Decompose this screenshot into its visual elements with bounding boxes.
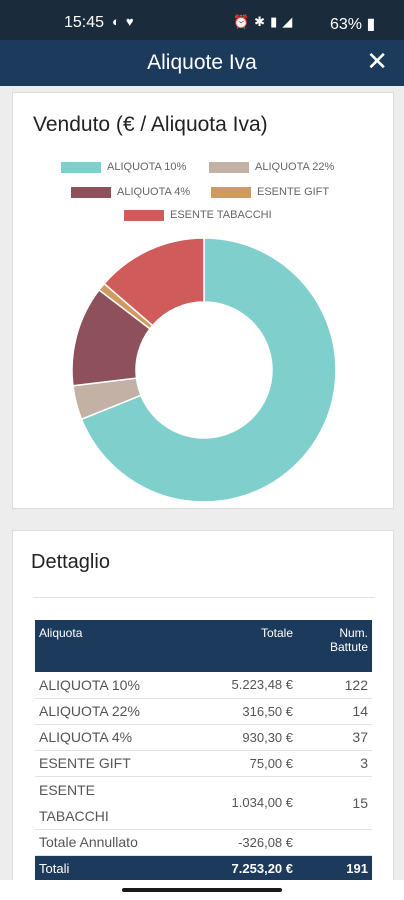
cell-num: 14 [297, 698, 372, 725]
cell-aliquota-line1: ESENTE [39, 781, 96, 798]
table-row[interactable]: ESENTE GIFT 75,00 € 3 [35, 750, 372, 777]
home-gesture-handle[interactable] [122, 888, 282, 892]
legend-swatch [61, 161, 101, 173]
status-bar: 15:45 ◐♥ ⏰✱▮◢ 63% ▮ [0, 0, 404, 40]
cell-num: 3 [297, 750, 372, 777]
cell-totale: 930,30 € [207, 724, 297, 751]
legend-label: ALIQUOTA 10% [107, 161, 187, 174]
status-notification-icons: ◐♥ [112, 14, 140, 29]
legend-swatch [211, 186, 251, 198]
cell-totale: 1.034,00 € [207, 776, 297, 830]
cell-num: 37 [297, 724, 372, 751]
status-battery: 63% ▮ [330, 14, 375, 34]
cell-annullato-label: Totale Annullato [35, 829, 207, 856]
legend-item[interactable]: ESENTE GIFT [211, 186, 329, 198]
table-row[interactable]: ALIQUOTA 10% 5.223,48 € 122 [35, 672, 372, 699]
legend-label: ALIQUOTA 22% [255, 161, 335, 174]
status-time: 15:45 [64, 14, 105, 31]
col-header-num: Num. [339, 626, 368, 640]
legend-item[interactable]: ESENTE TABACCHI [124, 209, 272, 221]
detail-table: Aliquota Totale Num. Battute ALIQUOTA 10%… [35, 620, 372, 880]
cell-num: 122 [297, 672, 372, 699]
legend-swatch [209, 161, 249, 173]
page-title: Aliquote Iva [147, 51, 257, 74]
col-header-aliquota[interactable]: Aliquota [35, 620, 207, 672]
cell-aliquota: ALIQUOTA 22% [35, 698, 207, 725]
donut-chart [71, 237, 337, 503]
col-header-battute: Battute [329, 640, 368, 654]
content-scroll[interactable]: Venduto (€ / Aliquota Iva) ALIQUOTA 10% … [0, 86, 404, 880]
legend-swatch [71, 186, 111, 198]
totali-row[interactable]: Totali 7.253,20 € 191 [35, 855, 372, 880]
divider [33, 597, 375, 598]
cell-totale: 316,50 € [207, 698, 297, 725]
legend-item[interactable]: ALIQUOTA 4% [71, 186, 190, 198]
table-row[interactable]: ESENTE TABACCHI 1.034,00 € 15 [35, 776, 372, 830]
legend-label: ESENTE GIFT [257, 186, 330, 199]
chart-card: Venduto (€ / Aliquota Iva) ALIQUOTA 10% … [12, 92, 394, 509]
col-header-num-battute[interactable]: Num. Battute [297, 620, 372, 672]
legend-item[interactable]: ALIQUOTA 10% [61, 161, 186, 173]
battery-icon: ▮ [366, 16, 376, 33]
cell-totale: 75,00 € [207, 750, 297, 777]
table-header-row: Aliquota Totale Num. Battute [35, 620, 372, 672]
chart-title: Venduto (€ / Aliquota Iva) [33, 113, 268, 136]
cell-totali-label: Totali [35, 855, 207, 880]
status-system-icons: ⏰✱▮◢ [233, 14, 298, 29]
legend-label: ALIQUOTA 4% [117, 186, 191, 199]
cell-totale: 5.223,48 € [207, 672, 297, 699]
legend-item[interactable]: ALIQUOTA 22% [209, 161, 334, 173]
col-header-totale[interactable]: Totale [207, 620, 297, 672]
legend-label: ESENTE TABACCHI [170, 209, 272, 222]
system-nav-bar [0, 880, 404, 900]
donut-slice-esente-tabacchi[interactable] [103, 237, 205, 327]
cell-aliquota: ALIQUOTA 4% [35, 724, 207, 751]
detail-card: Dettaglio Aliquota Totale Num. Battute AL… [12, 530, 394, 880]
legend-swatch [124, 209, 164, 221]
close-icon[interactable]: ✕ [366, 46, 388, 76]
cell-annullato-totale: -326,08 € [207, 829, 297, 856]
app-bar: Aliquote Iva ✕ [0, 40, 404, 86]
cell-aliquota: ESENTE GIFT [35, 750, 207, 777]
cell-num: 15 [297, 776, 372, 830]
table-row[interactable]: ALIQUOTA 22% 316,50 € 14 [35, 698, 372, 725]
cell-aliquota: ALIQUOTA 10% [35, 672, 207, 699]
annullato-row[interactable]: Totale Annullato -326,08 € [35, 829, 372, 856]
table-row[interactable]: ALIQUOTA 4% 930,30 € 37 [35, 724, 372, 751]
battery-level: 63% [330, 16, 363, 33]
cell-aliquota: ESENTE TABACCHI [35, 776, 207, 830]
cell-totali-totale: 7.253,20 € [207, 855, 297, 880]
cell-annullato-num [297, 829, 372, 856]
cell-totali-num: 191 [297, 855, 372, 880]
donut-slice-aliquota-10[interactable] [80, 237, 337, 503]
detail-title: Dettaglio [31, 551, 110, 573]
cell-aliquota-line2: TABACCHI [39, 807, 109, 824]
